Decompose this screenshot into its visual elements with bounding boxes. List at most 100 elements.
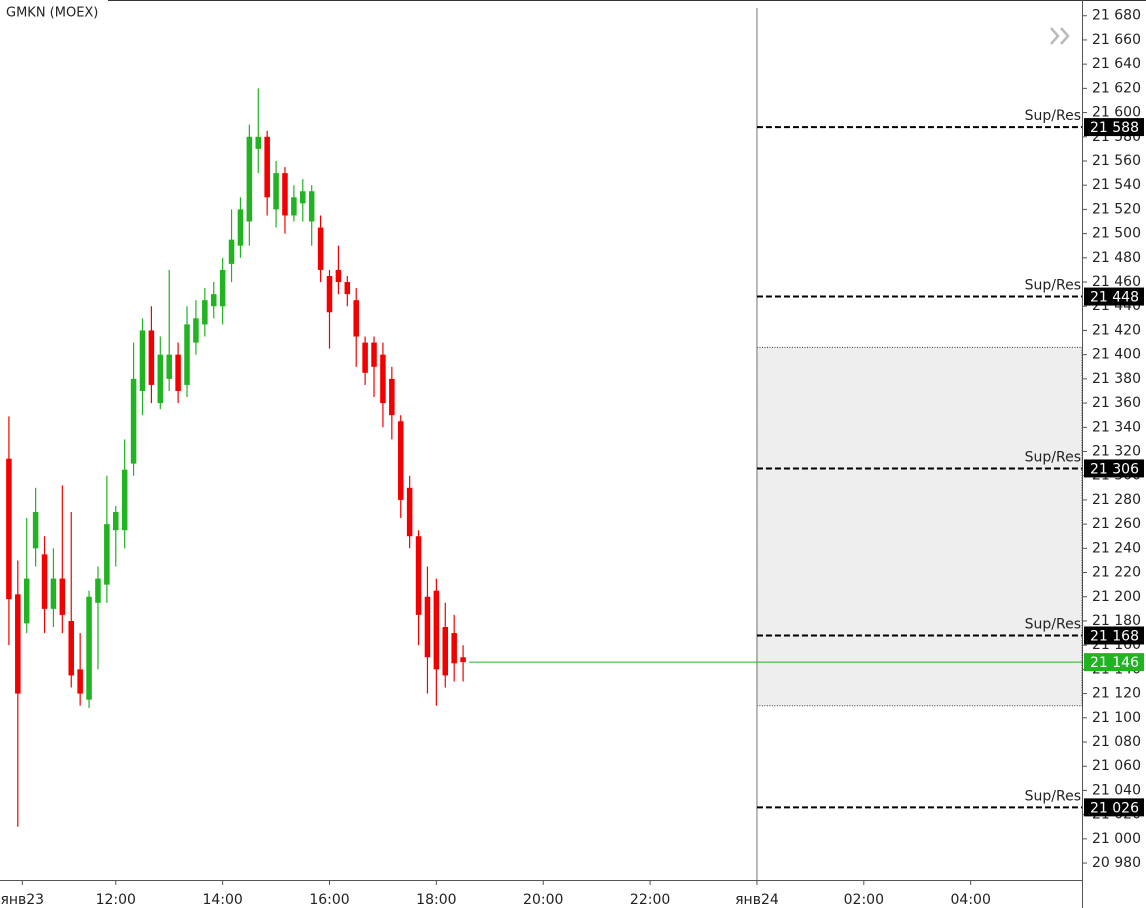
y-tick-label: 21 560 <box>1092 153 1141 169</box>
y-tick-label: 21 660 <box>1092 32 1141 48</box>
x-tick-label: 14:00 <box>202 892 242 908</box>
level-name: Sup/Res <box>1025 449 1081 465</box>
candle-body <box>50 578 57 609</box>
y-tick-label: 21 100 <box>1092 710 1141 726</box>
y-tick-label: 21 400 <box>1092 347 1141 363</box>
candle-body <box>166 354 172 379</box>
candle-body <box>130 378 137 464</box>
y-tick-label: 21 260 <box>1092 516 1141 532</box>
candle-body <box>175 354 181 391</box>
y-tick-label: 20 980 <box>1092 855 1141 871</box>
candle-body <box>415 536 422 615</box>
candle-body <box>353 300 359 337</box>
level-label: 21 306 <box>1090 461 1139 477</box>
level-label: 21 168 <box>1090 628 1139 644</box>
candle-body <box>104 524 110 585</box>
y-tick-label: 21 240 <box>1092 540 1141 556</box>
candle-body <box>282 173 288 216</box>
level-name: Sup/Res <box>1025 108 1081 124</box>
candle-body <box>202 300 208 325</box>
candle-body <box>95 578 101 603</box>
y-tick-label: 21 340 <box>1092 419 1141 435</box>
candle-body <box>23 578 30 624</box>
candle-body <box>6 458 12 600</box>
candle-body <box>193 318 199 343</box>
candle-body <box>77 669 83 694</box>
candle-body <box>59 578 66 615</box>
candle-body <box>184 324 190 385</box>
y-tick-label: 21 420 <box>1092 322 1141 338</box>
y-tick-label: 21 120 <box>1092 686 1141 702</box>
x-tick-label: 12:00 <box>96 892 136 908</box>
candle-body <box>246 136 253 222</box>
y-tick-label: 21 280 <box>1092 492 1141 508</box>
candle-body <box>264 136 270 198</box>
y-tick-label: 21 640 <box>1092 56 1141 72</box>
x-tick-label: янв24 <box>735 892 779 908</box>
y-tick-label: 21 540 <box>1092 177 1141 193</box>
candle-body <box>335 269 342 283</box>
y-tick-label: 21 480 <box>1092 250 1141 266</box>
candle-body <box>362 342 368 373</box>
candle-body <box>273 173 279 210</box>
y-tick-label: 21 500 <box>1092 226 1141 242</box>
candle-body <box>344 282 351 295</box>
candle-body <box>406 487 413 537</box>
candle-body <box>424 596 431 658</box>
y-tick-label: 21 460 <box>1092 274 1141 290</box>
level-label: 21 026 <box>1090 800 1139 816</box>
x-tick-label: 04:00 <box>951 892 991 908</box>
level-badge <box>1084 459 1144 478</box>
last-price-label: 21 146 <box>1090 655 1139 671</box>
y-tick-label: 21 320 <box>1092 443 1141 459</box>
y-tick-label: 21 220 <box>1092 565 1141 581</box>
candle-body <box>157 354 164 404</box>
candle-body <box>291 197 297 216</box>
y-tick-label: 21 380 <box>1092 371 1141 387</box>
y-tick-label: 21 520 <box>1092 201 1141 217</box>
candle-body <box>139 330 146 391</box>
candle-body <box>113 512 119 531</box>
candle-body <box>300 191 306 204</box>
zone <box>756 346 1083 707</box>
y-tick-label: 21 360 <box>1092 395 1141 411</box>
candle-body <box>237 209 244 246</box>
x-tick-label: 16:00 <box>309 892 349 908</box>
candle-body <box>308 191 315 222</box>
y-tick-label: 21 680 <box>1092 8 1141 24</box>
y-tick-label: 21 620 <box>1092 80 1141 96</box>
candle-body <box>371 342 377 367</box>
candle-body <box>32 512 39 549</box>
y-tick-label: 21 180 <box>1092 613 1141 629</box>
candle-body <box>397 421 404 500</box>
y-tick-label: 21 060 <box>1092 758 1141 774</box>
candle-body <box>380 354 386 404</box>
level-name: Sup/Res <box>1025 616 1081 632</box>
candle-body <box>255 136 262 149</box>
x-tick-label: янв23 <box>0 892 44 908</box>
candle-body <box>148 330 155 385</box>
candle-body <box>317 227 324 270</box>
y-tick-label: 21 040 <box>1092 782 1141 798</box>
y-tick-label: 21 080 <box>1092 734 1141 750</box>
level-badge <box>1084 798 1144 817</box>
level-label: 21 448 <box>1090 290 1139 306</box>
candle-body <box>228 239 235 264</box>
level-badge <box>1084 626 1144 645</box>
x-tick-label: 18:00 <box>416 892 456 908</box>
candle-body <box>68 620 75 676</box>
level-label: 21 588 <box>1090 120 1139 136</box>
y-tick-label: 21 000 <box>1092 831 1141 847</box>
candle-body <box>121 469 128 531</box>
expand-icon[interactable] <box>1050 27 1070 45</box>
y-tick-label: 21 600 <box>1092 105 1141 121</box>
x-tick-label: 22:00 <box>630 892 670 908</box>
candle-body <box>451 633 457 664</box>
chart-title: GMKN (MOEX) <box>6 6 98 21</box>
level-badge <box>1084 287 1144 306</box>
candle-body <box>210 294 217 307</box>
candle-body <box>15 594 21 694</box>
x-tick-label: 02:00 <box>844 892 884 908</box>
candle-body <box>219 269 226 307</box>
